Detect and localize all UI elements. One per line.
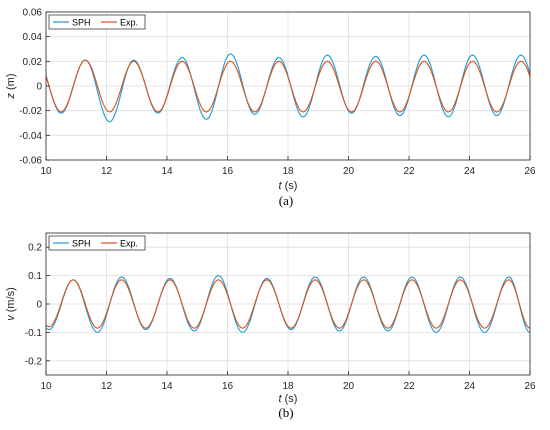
x-tick-label: 16 — [222, 381, 234, 392]
legend-entry: Exp. — [120, 18, 138, 28]
x-tick-label: 22 — [403, 166, 415, 177]
x-tick-label: 14 — [161, 166, 173, 177]
legend-entry: Exp. — [120, 239, 138, 249]
x-tick-label: 18 — [282, 381, 294, 392]
y-tick-label: -0.04 — [19, 131, 42, 142]
y-tick-label: -0.2 — [25, 356, 43, 367]
chart-panel-b: 10 12 14 16 18 20 22 24 26 -0.2 -0.1 0 0.1 0.2 t (s) v … — [5, 232, 536, 420]
y-tick-label: -0.06 — [19, 156, 42, 167]
legend: SPH Exp. — [48, 235, 146, 251]
x-tick-label: 24 — [464, 166, 476, 177]
y-tick-label: 0.04 — [23, 32, 43, 43]
x-tick-label: 10 — [40, 381, 52, 392]
legend-entry: SPH — [72, 239, 91, 249]
x-tick-label: 26 — [524, 381, 536, 392]
series-line-exp — [46, 59, 530, 113]
x-tick-label: 26 — [524, 166, 536, 177]
x-tick-label: 12 — [101, 166, 113, 177]
y-tick-label: 0.2 — [28, 243, 42, 254]
x-tick-label: 10 — [40, 166, 52, 177]
y-axis-label: z (m) — [5, 73, 17, 99]
legend-box — [48, 14, 146, 30]
y-tick-label: 0.1 — [28, 271, 42, 282]
x-axis-label: t (s) — [279, 393, 298, 405]
x-tick-label: 14 — [161, 381, 173, 392]
chart-panel-a: 10 12 14 16 18 20 22 24 26 -0.06 -0.04 -0.02 0 0.02 0.… — [5, 8, 536, 209]
x-tick-label: 20 — [343, 166, 355, 177]
x-tick-label: 18 — [282, 166, 294, 177]
x-tick-label: 16 — [222, 166, 234, 177]
y-tick-label: 0 — [36, 82, 42, 93]
x-tick-label: 22 — [403, 381, 415, 392]
panel-caption: (b) — [278, 405, 293, 420]
x-tick-label: 20 — [343, 381, 355, 392]
legend-box — [48, 235, 146, 251]
y-tick-label: 0.02 — [23, 57, 43, 68]
series-line-exp — [46, 279, 530, 329]
panel-caption: (a) — [279, 193, 293, 208]
y-tick-label: -0.1 — [25, 328, 43, 339]
y-axis-label: v (m/s) — [5, 287, 17, 321]
x-tick-label: 24 — [464, 381, 476, 392]
x-tick-label: 12 — [101, 381, 113, 392]
legend-entry: SPH — [72, 18, 91, 28]
legend: SPH Exp. — [48, 14, 146, 30]
y-tick-label: -0.02 — [19, 106, 42, 117]
y-tick-label: 0 — [36, 300, 42, 311]
y-tick-label: 0.06 — [23, 8, 43, 19]
x-axis-label: t (s) — [279, 180, 298, 192]
